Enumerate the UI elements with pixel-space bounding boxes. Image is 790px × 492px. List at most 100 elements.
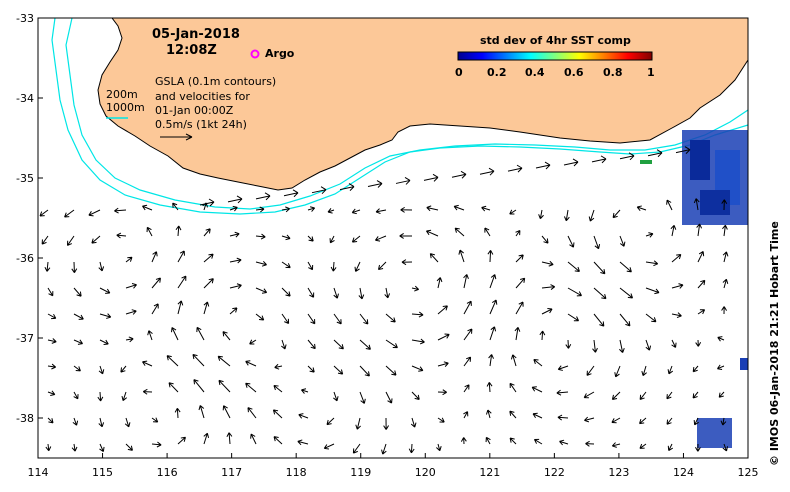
lon-tick-label: 119 <box>350 466 371 479</box>
velocity-arrow <box>116 232 127 239</box>
velocity-arrow <box>509 437 517 445</box>
velocity-arrow <box>171 327 179 341</box>
velocity-arrow <box>381 443 387 455</box>
velocity-arrow <box>226 432 233 445</box>
lon-tick-label: 124 <box>673 466 694 479</box>
velocity-arrow <box>671 312 682 319</box>
velocity-arrow <box>273 385 283 393</box>
velocity-arrows <box>39 146 729 455</box>
velocity-arrow <box>437 361 449 367</box>
velocity-arrow <box>463 300 472 315</box>
velocity-arrow <box>437 389 447 396</box>
velocity-arrow <box>666 199 673 211</box>
velocity-arrow <box>298 413 309 419</box>
velocity-arrow <box>721 199 728 211</box>
velocity-arrow <box>333 391 339 402</box>
velocity-arrow <box>671 283 684 289</box>
credit-text: IMOS 06-Jan-2018 21:21 Hobart Time <box>768 221 781 452</box>
velocity-arrow <box>174 407 181 419</box>
velocity-arrow <box>98 365 105 375</box>
land-mass <box>38 17 749 191</box>
velocity-arrow <box>125 336 134 343</box>
velocity-arrow <box>274 363 283 370</box>
velocity-arrow <box>514 326 521 341</box>
velocity-arrow <box>535 161 551 170</box>
velocity-arrow <box>175 225 182 237</box>
lon-tick-label: 114 <box>28 466 49 479</box>
velocity-arrow <box>359 365 370 377</box>
velocity-arrow <box>533 438 543 445</box>
velocity-arrow <box>307 365 315 373</box>
velocity-arrow <box>696 223 703 237</box>
velocity-arrow <box>352 443 361 454</box>
lat-tick-label: -37 <box>16 332 34 345</box>
velocity-arrow <box>411 338 425 345</box>
velocity-arrow <box>541 260 554 267</box>
velocity-arrow <box>619 287 634 299</box>
velocity-arrow <box>44 261 51 272</box>
velocity-arrow <box>99 313 112 319</box>
velocity-arrow <box>458 249 465 263</box>
velocity-arrow <box>229 257 242 264</box>
velocity-arrow <box>592 339 598 353</box>
lat-tick-label: -34 <box>16 92 34 105</box>
velocity-arrow <box>721 306 727 315</box>
velocity-arrow <box>619 261 632 273</box>
velocity-arrow <box>218 379 231 393</box>
date-label: 05-Jan-2018 <box>152 27 240 42</box>
velocity-arrow <box>720 417 727 426</box>
velocity-arrow <box>99 287 111 294</box>
velocity-arrow <box>509 410 517 419</box>
velocity-arrow <box>639 417 647 425</box>
velocity-arrow <box>281 206 290 213</box>
velocity-arrow <box>281 313 290 324</box>
velocity-arrow <box>384 287 391 299</box>
velocity-arrow <box>73 313 84 320</box>
velocity-arrow <box>281 234 291 241</box>
velocity-arrow <box>72 417 79 426</box>
velocity-arrow <box>697 309 706 315</box>
velocity-arrow <box>697 279 706 289</box>
velocity-arrow <box>255 206 265 213</box>
velocity-arrow <box>166 355 179 367</box>
velocity-arrow <box>532 412 543 419</box>
velocity-arrow <box>217 355 231 367</box>
scale-label: 0.5m/s (1kt 24h) <box>155 118 247 131</box>
velocity-arrow <box>64 209 75 218</box>
velocity-arrow <box>73 365 81 372</box>
velocity-arrow <box>73 391 79 400</box>
velocity-arrow <box>463 384 470 393</box>
colorbar-tick-0: 0 <box>455 66 463 79</box>
velocity-arrow <box>307 339 316 350</box>
velocity-arrow <box>611 417 621 424</box>
velocity-arrow <box>410 417 417 428</box>
velocity-arrow <box>229 205 238 212</box>
velocity-arrow <box>203 432 210 445</box>
velocity-arrow <box>515 301 524 315</box>
velocity-arrow <box>329 235 335 244</box>
velocity-arrow <box>330 261 337 272</box>
velocity-arrow <box>281 287 291 297</box>
time-label: 12:08Z <box>166 43 217 58</box>
velocity-arrow <box>666 417 673 425</box>
velocity-arrow <box>639 443 647 449</box>
velocity-arrow <box>385 339 398 349</box>
velocity-arrow <box>722 251 729 263</box>
colorbar-tick-2: 0.4 <box>525 66 545 79</box>
velocity-arrow <box>463 274 469 289</box>
velocity-arrow <box>73 287 82 297</box>
copyright-icon: © <box>768 455 781 466</box>
velocity-arrow <box>71 261 78 273</box>
velocity-arrow <box>198 405 205 419</box>
velocity-arrow <box>273 436 283 445</box>
velocity-arrow <box>307 287 315 298</box>
velocity-arrow <box>66 235 75 246</box>
velocity-arrow <box>142 204 153 211</box>
velocity-arrow <box>91 235 101 244</box>
contour-1000m <box>65 17 749 210</box>
velocity-arrow <box>647 149 663 158</box>
colorbar-tick-5: 1 <box>647 66 655 79</box>
velocity-arrow <box>541 235 549 244</box>
velocity-arrow <box>538 209 544 220</box>
velocity-arrow <box>507 164 523 173</box>
